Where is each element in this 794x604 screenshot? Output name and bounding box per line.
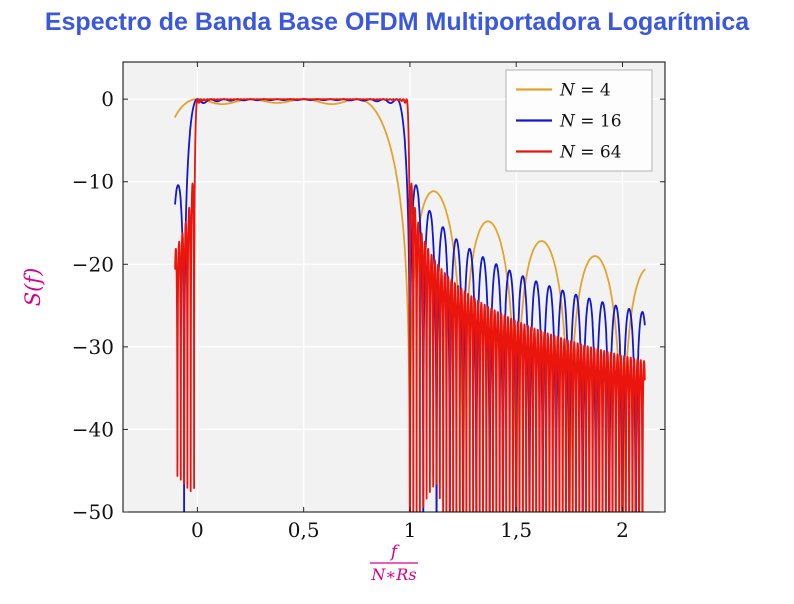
- legend-label: N = 16: [559, 112, 622, 132]
- y-axis-label: S(f): [21, 268, 45, 307]
- x-tick-label: 2: [616, 518, 629, 542]
- axis-frame: [122, 61, 666, 513]
- x-tick-label: 0,5: [288, 518, 320, 542]
- series-curves: [174, 98, 646, 512]
- legend: N = 4 N = 16 N = 64: [505, 69, 653, 172]
- x-tick-label: 0: [191, 518, 204, 542]
- legend-label: N = 4: [559, 81, 611, 101]
- y-tick-label: −50: [72, 500, 114, 524]
- legend-label: N = 64: [559, 143, 622, 163]
- y-tick-label: −40: [72, 417, 114, 441]
- y-tick-label: −10: [72, 170, 114, 194]
- y-tick-label: 0: [101, 87, 114, 111]
- curve-N-64: [174, 98, 646, 512]
- x-axis-label-numerator: f: [389, 542, 400, 562]
- x-axis-label: f N∗Rs: [370, 542, 418, 584]
- y-tick-label: −20: [72, 252, 114, 276]
- y-tick-label: −30: [72, 335, 114, 359]
- x-tick-label: 1: [404, 518, 417, 542]
- chart-title: Espectro de Banda Base OFDM Multiportado…: [44, 8, 750, 36]
- tick-labels: 0 0,5 1 1,5 2 0 −10 −20 −30 −40 −50: [72, 87, 629, 542]
- x-axis-label-denominator: N∗Rs: [370, 565, 416, 584]
- axis-ticks: [123, 62, 665, 513]
- x-tick-label: 1,5: [500, 518, 532, 542]
